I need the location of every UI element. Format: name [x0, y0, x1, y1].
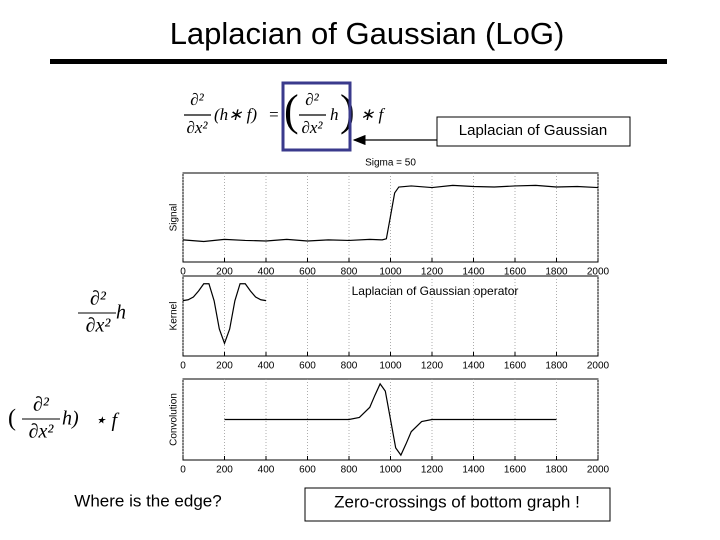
- x-tick-label: 800: [341, 361, 358, 372]
- formula-paren: ): [340, 86, 355, 135]
- x-tick-label: 1600: [504, 267, 527, 278]
- y-axis-label: Kernel: [169, 302, 180, 331]
- formula-equals: =: [268, 105, 279, 124]
- callout-box: [436, 116, 631, 147]
- convolution-formula: ( ∂² ∂x² h) ⋆ f: [8, 394, 120, 443]
- data-line: [182, 283, 267, 346]
- title-rule: [50, 59, 667, 64]
- question: Where is the edge?: [74, 491, 221, 510]
- formula-numerator: ∂²: [33, 394, 50, 416]
- answer-box: [304, 487, 611, 522]
- x-tick-label: 1800: [545, 465, 568, 476]
- x-tick-label: 800: [341, 267, 358, 278]
- formula-numerator: ∂²: [190, 90, 204, 109]
- x-tick-label: 1400: [462, 267, 485, 278]
- formula-denominator: ∂x²: [29, 421, 55, 443]
- formula-paren: (: [8, 406, 16, 432]
- formula-term: (h∗ f): [214, 105, 257, 124]
- x-tick-label: 1200: [421, 465, 444, 476]
- x-tick-label: 1600: [504, 361, 527, 372]
- formula-term: ∗ f: [360, 105, 385, 124]
- x-tick-label: 1400: [462, 465, 485, 476]
- slide-title: Laplacian of Gaussian (LoG): [170, 16, 565, 51]
- x-tick-label: 2000: [587, 361, 610, 372]
- top-formula: ∂² ∂x² (h∗ f) = ( ∂² ∂x² h ) ∗ f: [184, 86, 385, 137]
- x-tick-label: 0: [180, 361, 186, 372]
- x-tick-label: 200: [216, 465, 233, 476]
- x-tick-label: 2000: [587, 267, 610, 278]
- x-tick-label: 400: [258, 267, 275, 278]
- answer: Zero-crossings of bottom graph !: [334, 492, 580, 511]
- data-line: [182, 184, 599, 243]
- formula-term: ⋆ f: [94, 410, 120, 432]
- formula-term: h: [116, 302, 126, 324]
- formula-denominator: ∂x²: [186, 118, 208, 137]
- callout-text: Laplacian of Gaussian: [459, 122, 607, 139]
- y-axis-label: Convolution: [169, 393, 180, 446]
- formula-term: h): [62, 408, 79, 430]
- x-tick-label: 200: [216, 361, 233, 372]
- chart-title: Sigma = 50: [365, 158, 416, 169]
- x-tick-label: 1000: [379, 361, 402, 372]
- x-tick-label: 600: [299, 465, 316, 476]
- x-tick-label: 1200: [421, 361, 444, 372]
- formula-denominator: ∂x²: [301, 118, 323, 137]
- x-tick-label: 400: [258, 465, 275, 476]
- formula-term: h: [330, 105, 339, 124]
- kernel-formula: ∂² ∂x² h: [78, 288, 126, 337]
- highlight-box: [281, 81, 352, 152]
- data-line: [224, 382, 557, 457]
- x-tick-label: 1200: [421, 267, 444, 278]
- formula-paren: (: [284, 86, 299, 135]
- x-tick-label: 1000: [379, 267, 402, 278]
- x-tick-label: 600: [299, 267, 316, 278]
- x-tick-label: 1800: [545, 267, 568, 278]
- x-tick-label: 2000: [587, 465, 610, 476]
- x-tick-label: 1600: [504, 465, 527, 476]
- annotation: Laplacian of Gaussian operator: [352, 284, 519, 298]
- y-axis-label: Signal: [169, 204, 180, 232]
- x-tick-label: 1000: [379, 465, 402, 476]
- x-tick-label: 600: [299, 361, 316, 372]
- x-tick-label: 400: [258, 361, 275, 372]
- x-tick-label: 1400: [462, 361, 485, 372]
- formula-numerator: ∂²: [90, 288, 107, 310]
- x-tick-label: 1800: [545, 361, 568, 372]
- formula-denominator: ∂x²: [86, 315, 112, 337]
- x-tick-label: 0: [180, 267, 186, 278]
- x-tick-label: 0: [180, 465, 186, 476]
- x-tick-label: 800: [341, 465, 358, 476]
- formula-numerator: ∂²: [305, 90, 319, 109]
- x-tick-label: 200: [216, 267, 233, 278]
